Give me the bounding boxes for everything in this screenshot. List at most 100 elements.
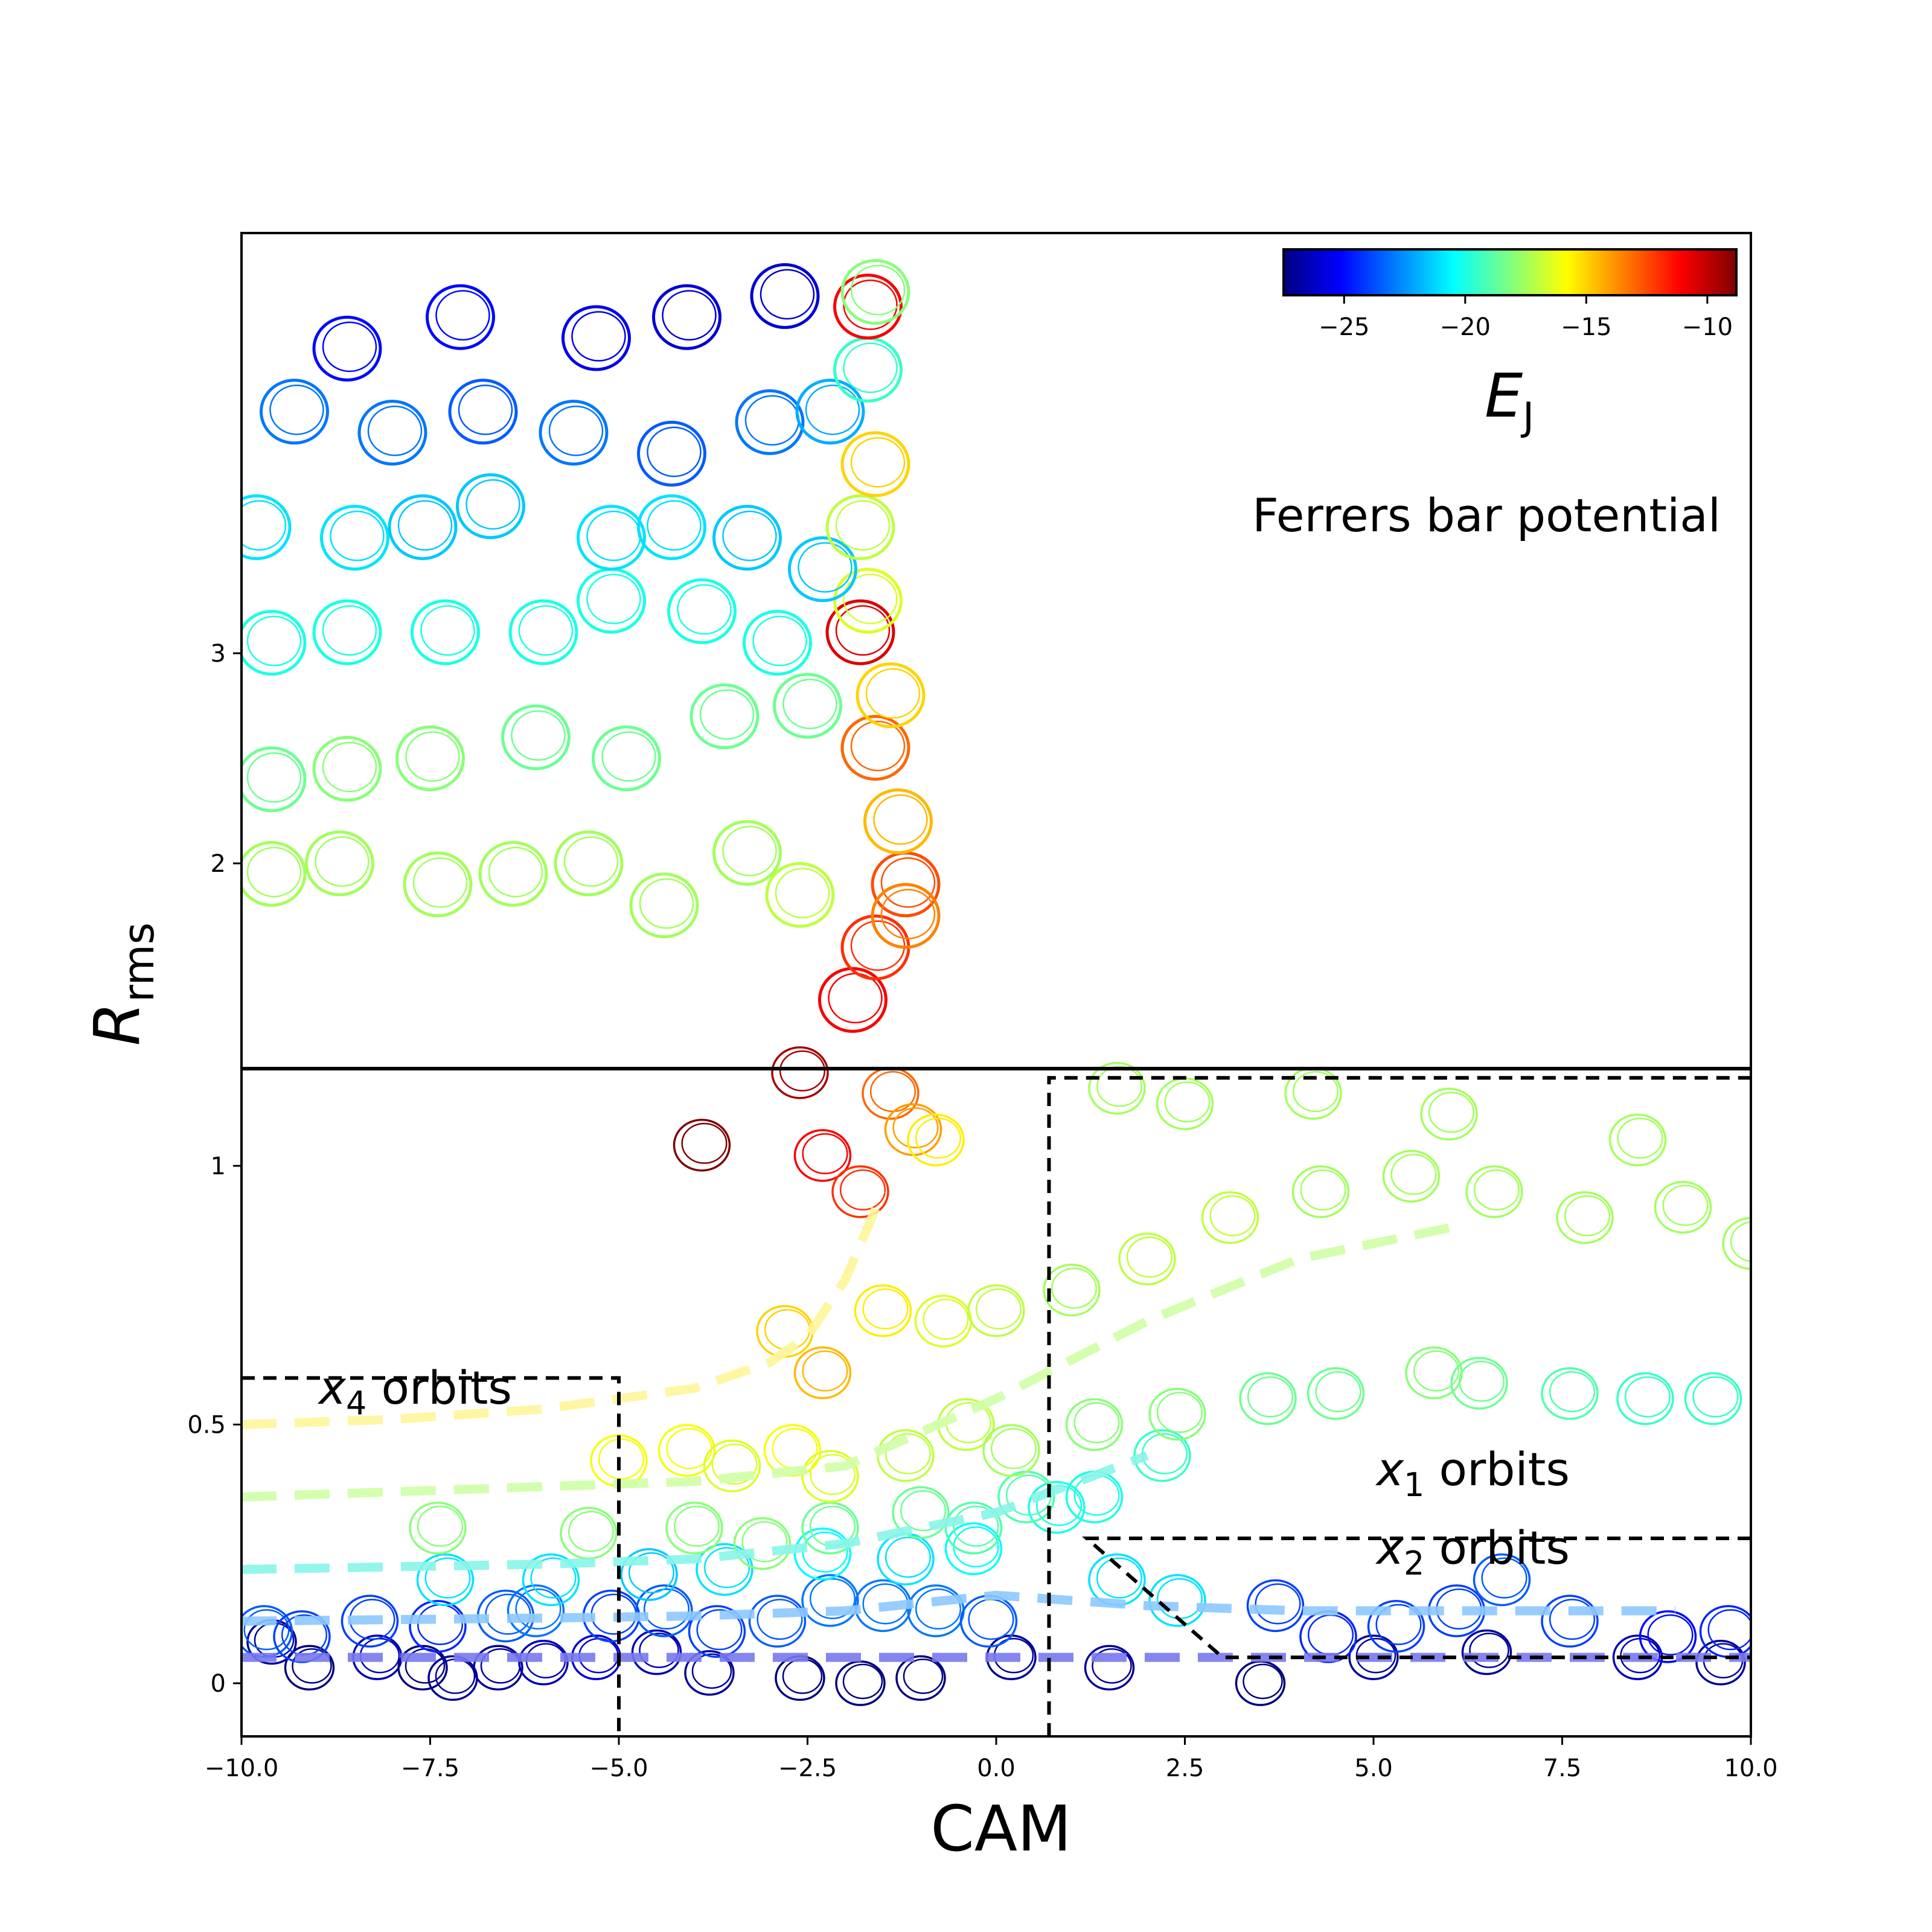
orbit-marker [1450, 1357, 1508, 1410]
orbit-marker [284, 1645, 335, 1691]
orbit-marker [696, 1543, 753, 1596]
orbit-marker-inner [1413, 1350, 1460, 1392]
orbit-marker-inner [862, 1288, 909, 1329]
orbit-marker-inner [662, 290, 717, 341]
orbit-marker-inner [842, 1663, 883, 1700]
orbit-marker [833, 273, 903, 340]
orbit-marker [856, 662, 926, 729]
orbit-marker [388, 494, 458, 560]
orbit-marker-inner [968, 1599, 1014, 1640]
x4-region-box [242, 1376, 621, 1736]
orbit-marker [1639, 1610, 1697, 1663]
orbit-marker-inner [741, 1521, 788, 1563]
orbit-marker [801, 1574, 859, 1627]
orbit-marker-inner [696, 1609, 743, 1651]
orbit-marker-inner [628, 1552, 675, 1594]
orbit-marker-inner [1647, 1614, 1694, 1655]
orbit-marker [748, 1595, 807, 1648]
orbit-marker-inner [1473, 1169, 1520, 1211]
orbit-marker-inner [1156, 1392, 1203, 1433]
x-axis-label: CAM [930, 1792, 1072, 1866]
orbit-marker-inner [511, 710, 566, 761]
orbit-marker [1028, 1480, 1086, 1534]
orbit-marker-inner [779, 1050, 826, 1092]
orbit-marker-inner [530, 1557, 577, 1599]
orbit-marker [242, 494, 292, 560]
orbit-marker-inner [975, 1288, 1022, 1329]
orbit-marker [409, 1502, 467, 1555]
orbit-marker-inner [435, 1659, 476, 1694]
orbit-marker-inner [923, 1299, 969, 1340]
orbit-marker-inner [1549, 1371, 1596, 1413]
orbit-marker-inner [458, 384, 513, 435]
orbit-marker [688, 1605, 746, 1659]
orbit-marker-inner [884, 1537, 932, 1578]
orbit-marker-inner [760, 269, 815, 320]
orbit-marker-inner [1315, 1371, 1361, 1413]
orbit-marker-inner [435, 290, 490, 341]
orbit-marker [712, 505, 782, 571]
orbit-marker [357, 400, 427, 466]
orbit-marker-inner [1096, 1557, 1143, 1599]
orbit-marker-inner [892, 1107, 939, 1149]
orbit-marker [539, 400, 609, 466]
orbit-marker-inner [772, 1428, 818, 1470]
orbit-marker [242, 746, 307, 813]
orbit-marker-inner [839, 1169, 886, 1211]
orbit-marker-inner [691, 1653, 732, 1689]
orbit-marker [967, 1284, 1025, 1337]
x4-orbits-label: x4 orbits [318, 1361, 512, 1422]
orbit-marker-inner [1209, 1195, 1256, 1236]
x1-region-box [1047, 1076, 1751, 1736]
orbit-marker-inner [292, 1648, 332, 1684]
orbit-marker-inner [843, 342, 898, 394]
orbit-marker-inner [367, 405, 423, 456]
orbit-marker-inner [809, 1578, 856, 1619]
x-tick-label: 0.0 [977, 1754, 1016, 1782]
orbit-marker-inner [586, 510, 641, 561]
colorbar-label: EJ [1485, 360, 1534, 440]
orbit-marker [631, 1629, 682, 1675]
orbit-marker-inner [828, 973, 883, 1024]
orbit-marker-inner [1096, 1066, 1143, 1107]
orbit-marker [273, 1610, 331, 1663]
orbit-marker-inner [798, 542, 852, 593]
potential-label: Ferrers bar potential [1252, 488, 1721, 542]
orbit-marker-inner [990, 1428, 1037, 1470]
orbit-marker-inner [900, 1490, 947, 1532]
orbit-marker [793, 1129, 852, 1182]
orbit-marker-inner [756, 1599, 803, 1640]
orbit-marker [1695, 1639, 1746, 1686]
orbit-marker-inner [1617, 1118, 1663, 1159]
orbit-marker-inner [775, 868, 830, 919]
orbit-marker-inner [563, 836, 619, 887]
orbit-marker [657, 1424, 716, 1477]
orbit-marker-inner [850, 264, 906, 316]
orbit-marker-inner [835, 500, 891, 551]
x-tick-label: −10.0 [205, 1754, 279, 1782]
orbit-marker-inner [647, 426, 702, 478]
orbit-marker-inner [752, 615, 807, 667]
orbit-marker [854, 1284, 912, 1337]
orbit-marker-inner [322, 605, 377, 656]
orbit-marker [411, 599, 480, 665]
orbit-marker-inner [802, 1350, 848, 1392]
orbit-marker [733, 1517, 792, 1570]
orbit-marker [341, 1595, 399, 1648]
orbit-marker [561, 305, 631, 371]
orbit-marker [840, 258, 910, 325]
orbit-marker-inner [518, 605, 574, 656]
orbit-marker-inner [1307, 1614, 1354, 1655]
orbit-marker-inner [722, 825, 777, 877]
orbit-marker-inner [764, 1309, 811, 1351]
orbit-marker-inner [677, 584, 732, 635]
orbit-marker [1382, 1150, 1441, 1203]
orbit-marker [1556, 1191, 1614, 1244]
orbit-marker-inner [420, 605, 475, 656]
orbit-marker-inner [571, 311, 626, 362]
orbit-marker [1541, 1595, 1599, 1648]
y-tick-label: 3 [211, 640, 226, 668]
orbit-marker-inner [865, 668, 921, 719]
orbit-marker-inner [643, 1588, 690, 1630]
